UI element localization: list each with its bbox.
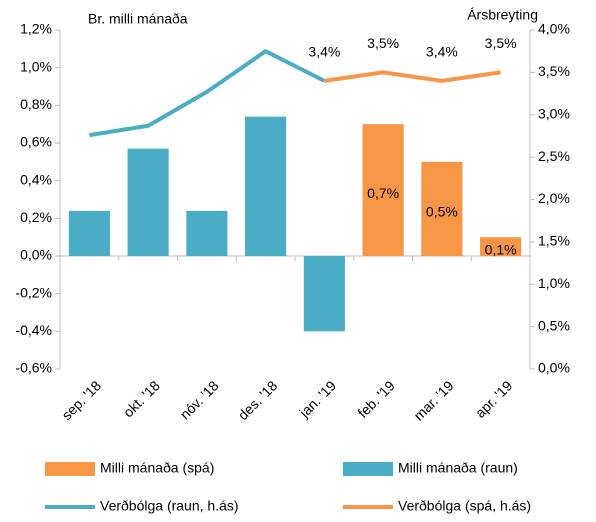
bar (421, 161, 463, 256)
y2-tick-label: 2,5% (538, 148, 570, 164)
y-tick-label: -0,2% (15, 284, 52, 300)
data-label: 0,5% (426, 204, 458, 220)
line (89, 49, 326, 138)
x-tick-label: nóv. '18 (177, 377, 222, 422)
y-tick-label: 0,2% (20, 209, 52, 225)
data-label: 3,4% (308, 44, 340, 60)
y2-tick-label: 3,5% (538, 63, 570, 79)
y2-tick-label: 2,0% (538, 190, 570, 206)
x-tick-label: des. '18 (235, 377, 281, 423)
data-label: 3,5% (485, 35, 517, 51)
x-tick-label: okt. '18 (120, 377, 163, 420)
y-tick-label: 0,0% (20, 247, 52, 263)
legend-label: Milli mánaða (spá) (100, 460, 214, 476)
y-tick-label: 1,2% (20, 21, 52, 37)
x-tick-label: mar. '19 (410, 377, 456, 423)
bar (186, 210, 228, 256)
line (324, 70, 501, 83)
y2-tick-label: 0,0% (538, 360, 570, 376)
y-tick-label: -0,6% (15, 360, 52, 376)
y2-tick-label: 1,5% (538, 233, 570, 249)
legend-swatch (343, 462, 393, 476)
bar (480, 237, 522, 256)
data-label: 0,7% (367, 185, 399, 201)
y-tick-label: -0,4% (15, 322, 52, 338)
bar (303, 256, 345, 332)
data-label: 0,1% (485, 241, 517, 257)
data-label: 3,5% (367, 35, 399, 51)
y2-tick-label: 3,0% (538, 105, 570, 121)
y-tick-label: 1,0% (20, 58, 52, 74)
data-label: 3,4% (426, 44, 458, 60)
bar (68, 210, 110, 256)
y2-tick-label: 4,0% (538, 21, 570, 37)
legend-label: Milli mánaða (raun) (398, 460, 518, 476)
x-tick-label: feb. '19 (354, 377, 398, 421)
x-tick-label: apr. '19 (472, 377, 516, 421)
x-tick-label: jan. '19 (295, 377, 339, 421)
y2-axis-label: Ársbreyting (467, 7, 538, 23)
y-tick-label: 0,4% (20, 171, 52, 187)
y2-tick-label: 1,0% (538, 275, 570, 291)
legend-label: Verðbólga (raun, h.ás) (100, 498, 239, 514)
y-tick-label: 0,6% (20, 134, 52, 150)
bar (127, 148, 169, 256)
y-axis-label: Br. milli mánaða (88, 11, 188, 27)
y2-tick-label: 0,5% (538, 317, 570, 333)
y-tick-label: 0,8% (20, 96, 52, 112)
x-tick-label: sep. '18 (58, 377, 104, 423)
legend-swatch (45, 462, 95, 476)
bar (362, 124, 404, 257)
bar (245, 116, 287, 256)
legend-label: Verðbólga (spá, h.ás) (398, 498, 531, 514)
